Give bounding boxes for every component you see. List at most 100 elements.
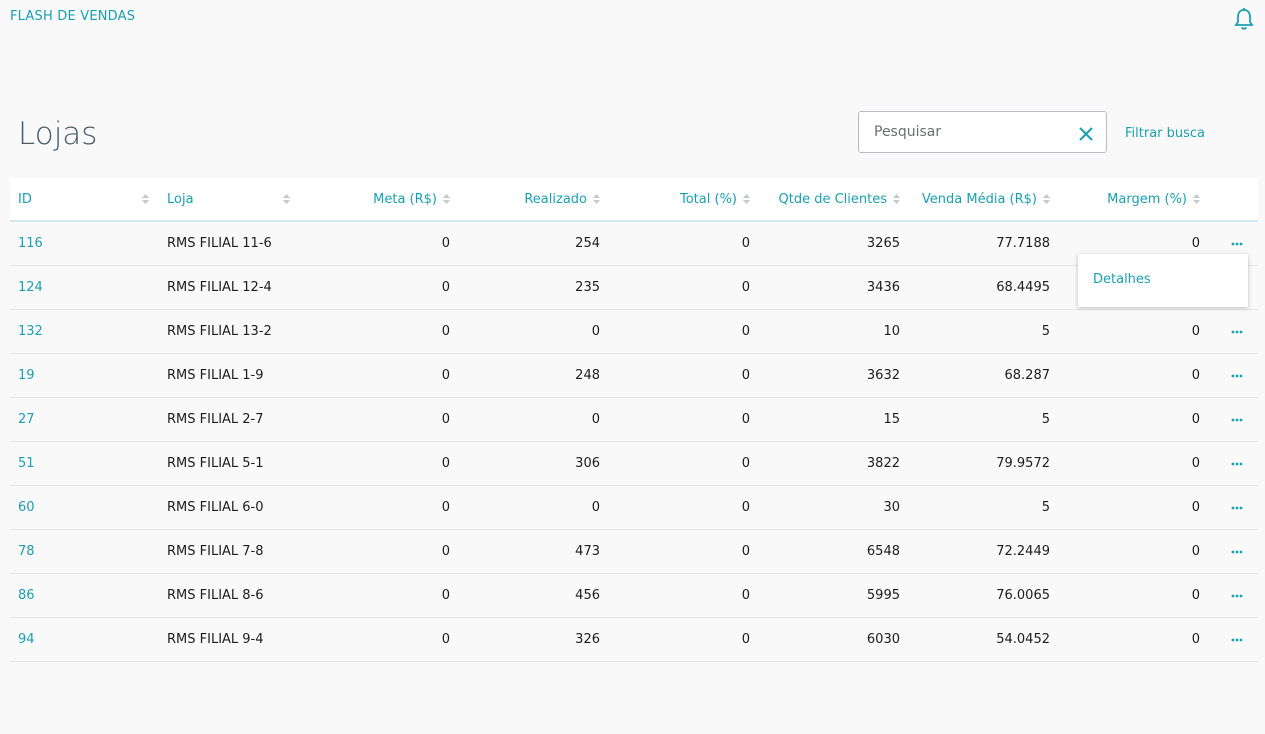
stores-table: ID Loja Meta (R$) Realizado Total (%) Qtde de… — [10, 178, 1258, 662]
more-icon[interactable] — [1231, 462, 1243, 466]
sort-icon[interactable] — [142, 194, 149, 204]
table-cell: 0 — [441, 544, 450, 559]
column-header[interactable]: Qtde de Clientes — [756, 178, 906, 220]
row-actions[interactable] — [1216, 530, 1258, 573]
more-icon[interactable] — [1231, 242, 1243, 246]
table-cell: 0 — [741, 632, 750, 647]
store-id[interactable]: 116 — [18, 236, 43, 251]
column-header[interactable]: Meta (R$) — [300, 178, 456, 220]
sort-icon[interactable] — [893, 194, 900, 204]
store-id[interactable]: 60 — [18, 500, 35, 515]
row-actions[interactable] — [1216, 618, 1258, 661]
table-cell: 0 — [441, 236, 450, 251]
table-cell: 0 — [1191, 456, 1200, 471]
column-header[interactable]: Loja — [159, 178, 300, 220]
table-cell: 0 — [441, 456, 450, 471]
store-id[interactable]: 86 — [18, 588, 35, 603]
table-cell: 0 — [1191, 500, 1200, 515]
column-label: Meta (R$) — [373, 191, 437, 207]
menu-item[interactable]: Detalhes — [1093, 272, 1151, 287]
row-actions[interactable] — [1216, 398, 1258, 441]
row-actions[interactable] — [1216, 354, 1258, 397]
table-cell: 0 — [591, 412, 600, 427]
table-cell: 3265 — [866, 236, 900, 251]
table-cell: 456 — [575, 588, 600, 603]
table-cell: 0 — [741, 544, 750, 559]
table-cell: 0 — [741, 588, 750, 603]
row-actions[interactable] — [1216, 222, 1258, 265]
store-id[interactable]: 27 — [18, 412, 35, 427]
search-box[interactable]: Pesquisar — [858, 111, 1107, 153]
table-cell: 54.0452 — [996, 632, 1050, 647]
row-actions[interactable] — [1216, 486, 1258, 529]
table-cell: 0 — [741, 280, 750, 295]
table-cell: 0 — [441, 368, 450, 383]
row-actions[interactable] — [1216, 310, 1258, 353]
table-cell: 0 — [441, 324, 450, 339]
notifications-icon[interactable] — [1233, 7, 1255, 31]
store-id[interactable]: 51 — [18, 456, 35, 471]
store-id[interactable]: 19 — [18, 368, 35, 383]
table-cell: 473 — [575, 544, 600, 559]
app-title[interactable]: FLASH DE VENDAS — [10, 9, 136, 24]
table-cell: 5995 — [866, 588, 900, 603]
more-icon[interactable] — [1231, 594, 1243, 598]
table-cell: 254 — [575, 236, 600, 251]
store-id[interactable]: 94 — [18, 632, 35, 647]
table-cell: 3632 — [866, 368, 900, 383]
clear-search[interactable] — [1078, 126, 1094, 142]
row-actions[interactable] — [1216, 574, 1258, 617]
column-header[interactable]: Total (%) — [606, 178, 756, 220]
column-header[interactable]: ID — [10, 178, 159, 220]
column-header[interactable]: Margem (%) — [1056, 178, 1206, 220]
store-id[interactable]: 132 — [18, 324, 43, 339]
table-cell: RMS FILIAL 9-4 — [167, 632, 264, 647]
more-icon[interactable] — [1231, 330, 1243, 334]
column-header[interactable]: Realizado — [456, 178, 606, 220]
table-cell: 0 — [591, 500, 600, 515]
column-header[interactable]: Venda Média (R$) — [906, 178, 1056, 220]
more-icon[interactable] — [1231, 418, 1243, 422]
row-actions[interactable] — [1216, 442, 1258, 485]
sort-icon[interactable] — [443, 194, 450, 204]
table-cell: 235 — [575, 280, 600, 295]
table-cell: 0 — [1191, 412, 1200, 427]
sort-icon[interactable] — [1043, 194, 1050, 204]
table-cell: RMS FILIAL 5-1 — [167, 456, 264, 471]
sort-icon[interactable] — [743, 194, 750, 204]
more-icon[interactable] — [1231, 550, 1243, 554]
table-cell: 0 — [1191, 544, 1200, 559]
more-icon[interactable] — [1231, 374, 1243, 378]
store-id[interactable]: 124 — [18, 280, 43, 295]
table-cell: 6548 — [866, 544, 900, 559]
table-cell: 0 — [1191, 632, 1200, 647]
column-label: ID — [18, 191, 32, 207]
table-cell: 6030 — [866, 632, 900, 647]
table-row: 86 RMS FILIAL 8-6 0 456 0 5995 76.0065 0 — [10, 574, 1258, 618]
table-cell: 5 — [1041, 500, 1050, 515]
table-cell: RMS FILIAL 1-9 — [167, 368, 264, 383]
table-row: 124 RMS FILIAL 12-4 0 235 0 3436 68.4495 — [10, 266, 1258, 310]
sort-icon[interactable] — [1193, 194, 1200, 204]
table-cell: 77.7188 — [996, 236, 1050, 251]
table-row: 116 RMS FILIAL 11-6 0 254 0 3265 77.7188 0 — [10, 222, 1258, 266]
store-id[interactable]: 78 — [18, 544, 35, 559]
table-cell: 3822 — [866, 456, 900, 471]
table-cell: 76.0065 — [996, 588, 1050, 603]
sort-icon[interactable] — [283, 194, 290, 204]
more-icon[interactable] — [1231, 638, 1243, 642]
table-cell: 0 — [591, 324, 600, 339]
table-cell: RMS FILIAL 2-7 — [167, 412, 264, 427]
table-cell: 0 — [441, 412, 450, 427]
filter-link[interactable]: Filtrar busca — [1125, 126, 1206, 141]
sort-icon[interactable] — [593, 194, 600, 204]
table-cell: 0 — [441, 280, 450, 295]
table-cell: 0 — [441, 500, 450, 515]
table-cell: 5 — [1041, 412, 1050, 427]
table-row: 60 RMS FILIAL 6-0 0 0 0 30 5 0 — [10, 486, 1258, 530]
table-cell: 0 — [1191, 588, 1200, 603]
column-label: Venda Média (R$) — [921, 191, 1037, 207]
table-cell: 15 — [883, 412, 900, 427]
more-icon[interactable] — [1231, 506, 1243, 510]
table-cell: 0 — [741, 324, 750, 339]
